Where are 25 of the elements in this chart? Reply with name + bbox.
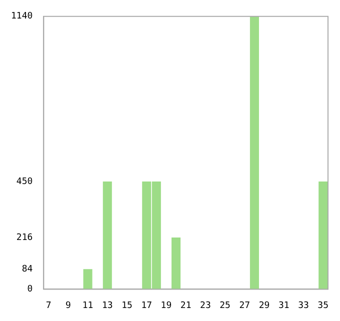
y-tick-label: 84 [22,264,33,274]
y-tick-label: 450 [16,176,33,187]
bar [250,16,259,290]
x-tick-label: 31 [278,300,290,311]
x-tick-label: 13 [102,300,113,311]
y-tick-label: 0 [27,284,33,295]
x-tick-label: 17 [141,300,152,311]
x-tick-label: 23 [200,300,211,311]
y-tick-label: 216 [16,232,33,243]
x-tick-label: 19 [160,300,172,311]
x-tick-label: 35 [318,300,329,311]
x-tick-label: 21 [180,300,192,311]
x-tick-label: 33 [298,300,309,311]
x-tick-label: 29 [258,300,270,311]
x-tick-label: 11 [82,300,94,311]
bar [102,182,112,290]
y-tick-label: 1140 [10,12,33,22]
x-tick-label: 9 [65,300,71,311]
x-tick-label: 15 [122,300,132,311]
x-tick-label: 27 [239,300,250,311]
x-tick-label: 7 [46,300,52,311]
bar [83,269,92,290]
bar [172,238,181,290]
x-tick-label: 25 [220,300,230,311]
bar [318,182,328,290]
